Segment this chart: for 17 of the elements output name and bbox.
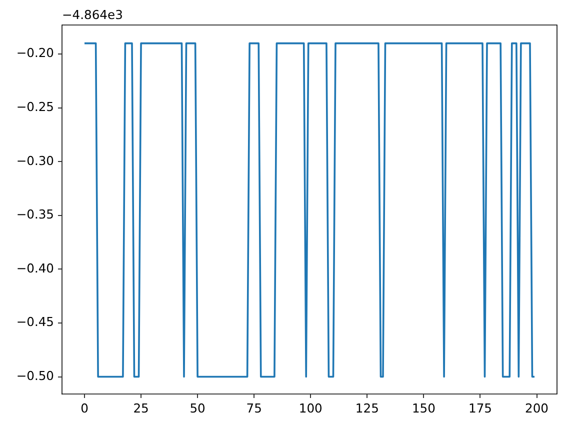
x-tick-label: 175 [468,402,492,416]
y-tick-label: −0.20 [16,46,54,60]
x-tick-label: 100 [298,402,322,416]
y-tick-label: −0.25 [16,100,54,114]
x-tick-label: 25 [133,402,149,416]
x-tick-label: 0 [80,402,88,416]
y-tick-label: −0.50 [16,368,54,383]
y-tick-label: −0.40 [16,261,54,276]
x-tick-label: 125 [355,402,379,416]
y-tick-label: −0.35 [16,208,54,222]
text: −4.864e3 [62,8,123,22]
x-tick-label: 75 [246,402,262,416]
x-tick-label: 200 [525,402,549,416]
y-tick-label: −0.45 [16,315,54,330]
x-tick-label: 150 [412,402,436,416]
x-tick-label: 50 [190,402,206,416]
y-tick-label: −0.30 [16,154,54,168]
